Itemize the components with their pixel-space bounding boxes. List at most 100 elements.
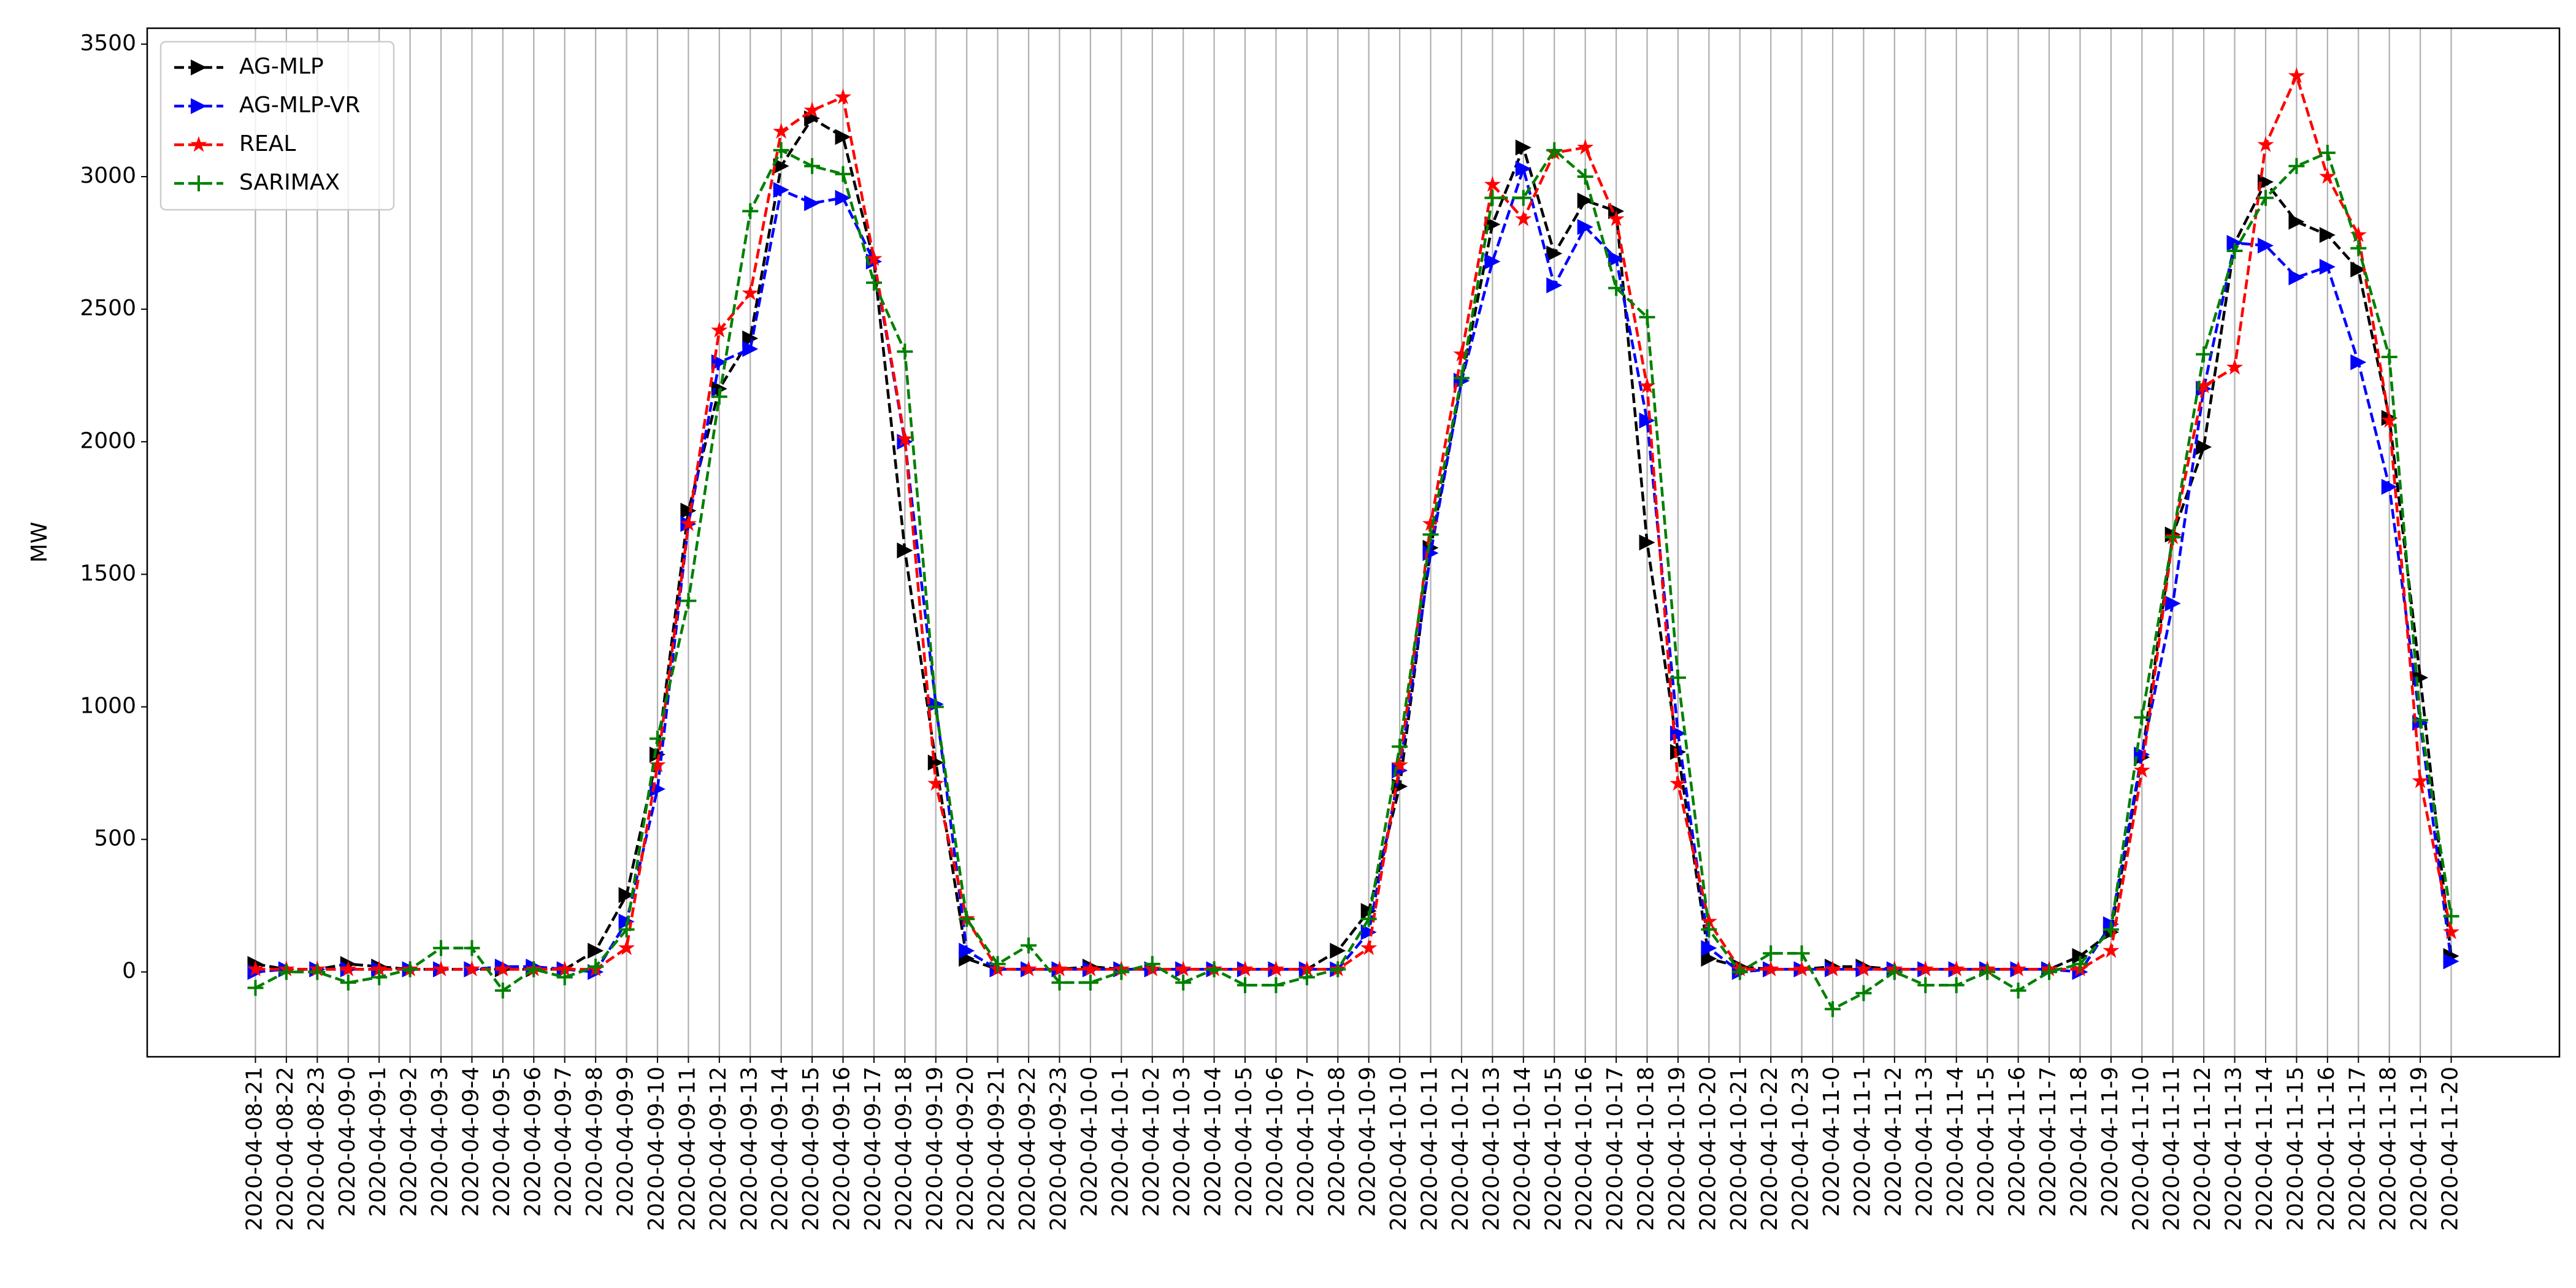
marker [1484, 190, 1501, 206]
marker [309, 964, 326, 980]
marker [370, 960, 388, 976]
x-tick-label: 2020-04-09-21 [984, 1067, 1010, 1231]
marker [2257, 136, 2274, 152]
marker [618, 887, 635, 903]
marker [588, 959, 604, 975]
x-tick-label: 2020-04-11-4 [1943, 1067, 1968, 1217]
marker [464, 940, 480, 956]
line [255, 148, 2453, 1011]
series [247, 142, 2459, 1018]
x-tick-label: 2020-04-10-2 [1139, 1067, 1164, 1217]
marker [1422, 526, 1439, 543]
x-tick-label: 2020-04-11-12 [2190, 1067, 2215, 1231]
x-tick-label: 2020-04-10-13 [1479, 1067, 1504, 1231]
marker [1360, 911, 1377, 927]
marker [897, 542, 913, 559]
x-tick-label: 2020-04-11-2 [1881, 1067, 1906, 1217]
x-tick-label: 2020-04-11-5 [1974, 1067, 1999, 1217]
x-tick-label: 2020-04-10-12 [1448, 1067, 1473, 1231]
marker [773, 182, 789, 198]
y-tick-label: 1500 [80, 561, 136, 586]
marker [1391, 756, 1408, 773]
marker [649, 756, 666, 773]
marker [742, 203, 759, 220]
x-tick-label: 2020-04-10-5 [1232, 1067, 1257, 1217]
marker [190, 136, 207, 152]
marker [1948, 977, 1965, 994]
marker [680, 592, 697, 609]
marker [556, 969, 573, 986]
x-tick-label: 2020-04-09-5 [489, 1067, 515, 1217]
marker [2257, 174, 2274, 190]
x-tick-label: 2020-04-10-21 [1727, 1067, 1752, 1231]
marker [773, 123, 790, 139]
legend-box [159, 40, 395, 211]
marker [1917, 960, 1934, 976]
x-tick-label: 2020-04-09-11 [675, 1067, 700, 1231]
marker [1082, 974, 1098, 991]
x-tick-label: 2020-04-09-18 [891, 1067, 916, 1231]
marker [927, 775, 945, 791]
marker [1546, 277, 1563, 294]
marker [2319, 167, 2336, 184]
marker [1577, 219, 1593, 236]
marker [588, 943, 604, 959]
marker [1237, 977, 1254, 994]
x-tick-label: 2020-04-10-15 [1541, 1067, 1566, 1231]
marker [1701, 951, 1717, 967]
x-tick-label: 2020-04-10-6 [1262, 1067, 1287, 1217]
x-tick-label: 2020-04-09-22 [1015, 1067, 1040, 1231]
x-tick-label: 2020-04-10-16 [1572, 1067, 1597, 1231]
marker [1392, 738, 1408, 755]
marker [2257, 190, 2274, 206]
x-tick-label: 2020-04-09-10 [644, 1067, 669, 1231]
marker [618, 939, 635, 956]
x-tick-label: 2020-04-09-19 [922, 1067, 948, 1231]
x-tick-label: 2020-04-10-11 [1417, 1067, 1443, 1231]
legend-label: AG-MLP [239, 54, 324, 79]
marker [2010, 982, 2026, 999]
marker [463, 960, 480, 976]
marker [2288, 67, 2305, 83]
x-tick-label: 2020-04-09-6 [520, 1067, 545, 1217]
marker [2226, 243, 2243, 259]
marker [989, 956, 1006, 972]
marker [2350, 354, 2367, 370]
marker [1360, 924, 1377, 940]
x-tick-label: 2020-04-09-23 [1046, 1067, 1071, 1231]
marker [1701, 921, 1717, 938]
marker [1515, 190, 1531, 206]
x-tick-label: 2020-04-09-13 [737, 1067, 762, 1231]
marker [2381, 348, 2398, 365]
marker [1453, 370, 1470, 386]
marker [247, 960, 264, 976]
marker [432, 960, 450, 976]
marker [2350, 240, 2367, 256]
marker [1360, 939, 1378, 956]
y-tick-label: 3000 [80, 163, 136, 188]
marker [2133, 761, 2150, 778]
y-tick-label: 2000 [80, 428, 136, 453]
x-tick-label: 2020-04-10-23 [1788, 1067, 1814, 1231]
marker [742, 284, 759, 301]
marker [2195, 377, 2212, 394]
marker [1546, 142, 1563, 158]
x-tick-label: 2020-04-11-15 [2283, 1067, 2308, 1231]
x-tick-label: 2020-04-10-8 [1324, 1067, 1349, 1217]
marker [1700, 913, 1717, 929]
x-tick-label: 2020-04-10-14 [1510, 1067, 1535, 1231]
x-tick-label: 2020-04-08-23 [304, 1067, 329, 1231]
marker [2010, 960, 2027, 976]
marker [2412, 712, 2429, 729]
marker [1484, 253, 1501, 270]
marker [711, 321, 728, 338]
marker [835, 166, 851, 182]
marker [1453, 345, 1470, 362]
marker [2288, 213, 2305, 230]
marker [649, 730, 665, 747]
marker [1020, 960, 1037, 976]
marker [1298, 969, 1315, 986]
marker [433, 940, 450, 956]
marker [2319, 145, 2336, 161]
plot-frame [146, 27, 2561, 1058]
